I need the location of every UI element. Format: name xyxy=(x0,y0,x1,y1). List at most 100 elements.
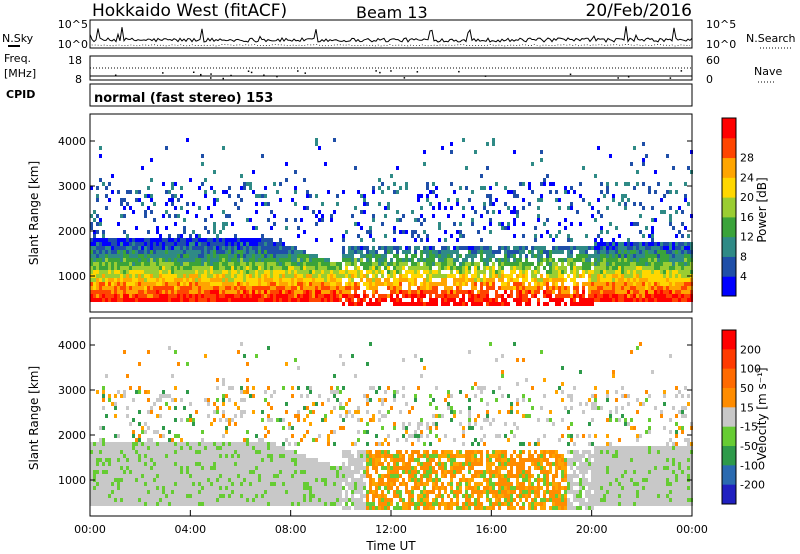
heatmap-cell xyxy=(147,242,150,246)
heatmap-cell xyxy=(159,494,162,498)
heatmap-cell xyxy=(645,286,648,290)
heatmap-cell xyxy=(111,486,114,490)
heatmap-cell xyxy=(552,278,555,282)
heatmap-cell xyxy=(96,466,99,470)
heatmap-cell xyxy=(417,274,420,278)
heatmap-cell xyxy=(153,454,156,458)
heatmap-cell xyxy=(252,470,255,474)
heatmap-cell xyxy=(261,278,264,282)
heatmap-cell xyxy=(408,294,411,298)
heatmap-cell xyxy=(126,474,129,478)
heatmap-cell xyxy=(192,490,195,494)
heatmap-cell xyxy=(549,278,552,282)
heatmap-cell xyxy=(105,478,108,482)
heatmap-cell xyxy=(213,490,216,494)
heatmap-cell xyxy=(120,214,123,218)
heatmap-cell xyxy=(648,254,651,258)
heatmap-cell xyxy=(489,194,492,198)
heatmap-cell xyxy=(126,406,129,410)
heatmap-cell xyxy=(249,246,252,250)
heatmap-cell xyxy=(150,482,153,486)
heatmap-cell xyxy=(165,270,168,274)
heatmap-cell xyxy=(288,498,291,502)
heatmap-cell xyxy=(210,478,213,482)
heatmap-cell xyxy=(426,234,429,238)
heatmap-cell xyxy=(558,270,561,274)
heatmap-cell xyxy=(279,450,282,454)
heatmap-cell xyxy=(276,282,279,286)
heatmap-cell xyxy=(204,470,207,474)
heatmap-cell xyxy=(456,286,459,290)
heatmap-cell xyxy=(207,414,210,418)
heatmap-cell xyxy=(627,294,630,298)
heatmap-cell xyxy=(180,286,183,290)
heatmap-cell xyxy=(192,458,195,462)
heatmap-cell xyxy=(222,226,225,230)
heatmap-cell xyxy=(162,250,165,254)
heatmap-cell xyxy=(210,458,213,462)
heatmap-cell xyxy=(552,290,555,294)
heatmap-cell xyxy=(183,218,186,222)
heatmap-cell xyxy=(558,266,561,270)
heatmap-cell xyxy=(291,278,294,282)
heatmap-cell xyxy=(183,494,186,498)
heatmap-cell xyxy=(258,270,261,274)
heatmap-cell xyxy=(129,250,132,254)
heatmap-cell xyxy=(108,450,111,454)
heatmap-cell xyxy=(174,194,177,198)
heatmap-cell xyxy=(369,266,372,270)
heatmap-cell xyxy=(174,406,177,410)
heatmap-cell xyxy=(339,290,342,294)
heatmap-cell xyxy=(486,290,489,294)
heatmap-cell xyxy=(420,274,423,278)
heatmap-cell xyxy=(252,446,255,450)
heatmap-cell xyxy=(390,270,393,274)
heatmap-cell xyxy=(219,418,222,422)
heatmap-cell xyxy=(621,258,624,262)
heatmap-cell xyxy=(159,486,162,490)
heatmap-cell xyxy=(132,246,135,250)
heatmap-cell xyxy=(153,246,156,250)
heatmap-cell xyxy=(468,298,471,302)
heatmap-cell xyxy=(300,502,303,506)
heatmap-cell xyxy=(648,186,651,190)
heatmap-cell xyxy=(318,146,321,150)
heatmap-cell xyxy=(510,250,513,254)
heatmap-cell xyxy=(360,458,363,462)
heatmap-cell xyxy=(615,182,618,186)
heatmap-cell xyxy=(645,274,648,278)
heatmap-cell xyxy=(234,270,237,274)
heatmap-cell xyxy=(93,466,96,470)
heatmap-cell xyxy=(651,230,654,234)
heatmap-cell xyxy=(684,286,687,290)
heatmap-cell xyxy=(540,234,543,238)
date-label: 20/Feb/2016 xyxy=(586,1,692,21)
heatmap-cell xyxy=(591,246,594,250)
heatmap-cell xyxy=(147,454,150,458)
heatmap-cell xyxy=(498,266,501,270)
heatmap-cell xyxy=(459,302,462,306)
heatmap-cell xyxy=(378,254,381,258)
heatmap-cell xyxy=(228,458,231,462)
heatmap-cell xyxy=(381,258,384,262)
heatmap-cell xyxy=(354,206,357,210)
heatmap-cell xyxy=(504,250,507,254)
heatmap-cell xyxy=(189,254,192,258)
heatmap-cell xyxy=(102,466,105,470)
noise-tick-left-low: 10^0 xyxy=(58,38,88,51)
heatmap-cell xyxy=(147,282,150,286)
heatmap-cell xyxy=(414,254,417,258)
heatmap-cell xyxy=(201,442,204,446)
heatmap-cell xyxy=(138,490,141,494)
heatmap-cell xyxy=(282,494,285,498)
heatmap-cell xyxy=(357,302,360,306)
heatmap-cell xyxy=(273,262,276,266)
heatmap-cell xyxy=(336,490,339,494)
heatmap-cell xyxy=(189,278,192,282)
heatmap-cell xyxy=(165,474,168,478)
heatmap-cell xyxy=(360,466,363,470)
heatmap-cell xyxy=(654,250,657,254)
heatmap-cell xyxy=(597,210,600,214)
heatmap-cell xyxy=(153,266,156,270)
heatmap-cell xyxy=(516,286,519,290)
